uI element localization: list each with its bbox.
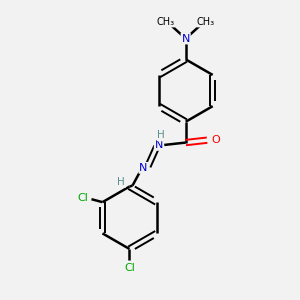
Text: N: N bbox=[155, 140, 163, 150]
Text: Cl: Cl bbox=[124, 263, 135, 273]
Text: O: O bbox=[211, 135, 220, 145]
Text: CH₃: CH₃ bbox=[156, 16, 175, 27]
Text: Cl: Cl bbox=[78, 193, 88, 203]
Text: H: H bbox=[158, 130, 165, 140]
Text: N: N bbox=[139, 163, 148, 173]
Text: N: N bbox=[182, 34, 190, 44]
Text: CH₃: CH₃ bbox=[197, 16, 215, 27]
Text: H: H bbox=[117, 177, 125, 187]
